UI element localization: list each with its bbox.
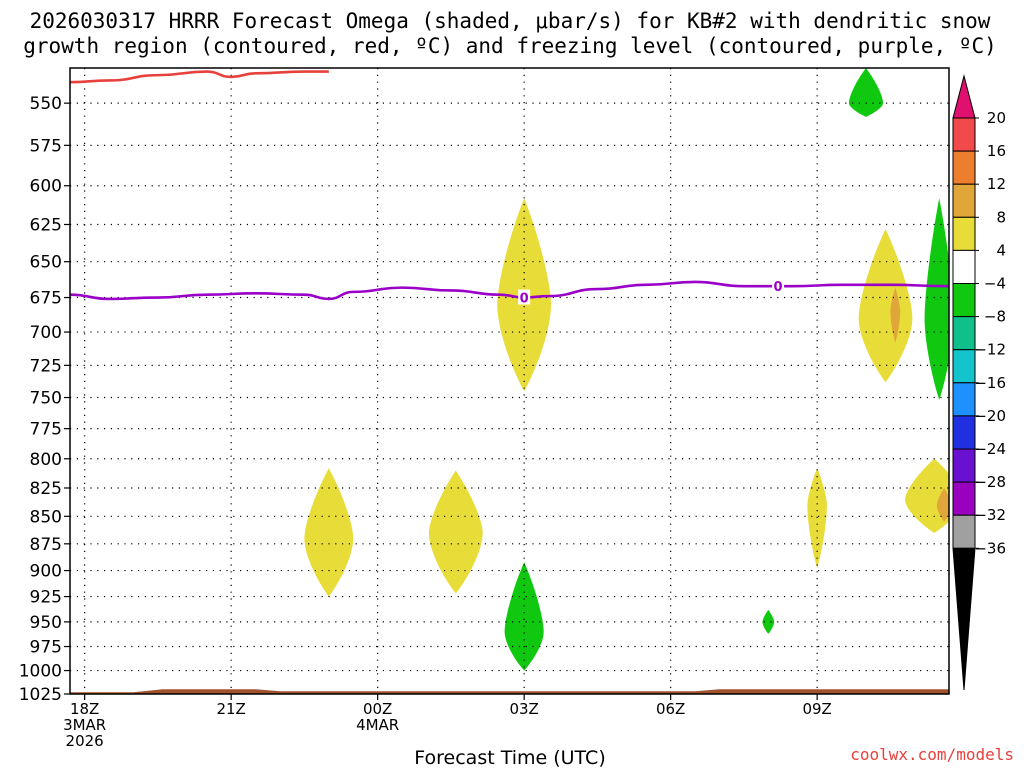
ytick-label-625: 625 bbox=[30, 215, 62, 235]
xtick-label-00Z-0: 00Z bbox=[363, 700, 392, 718]
plot-frame bbox=[69, 67, 950, 695]
xtick-label-09Z-0: 09Z bbox=[802, 700, 831, 718]
freezing-level-label-0: 0 bbox=[520, 292, 529, 307]
colorbar-label-8: −16 bbox=[974, 374, 1006, 392]
colorbar-bin-5 bbox=[952, 249, 976, 284]
freezing-label-bg-1 bbox=[772, 278, 785, 294]
ytick-label-850: 850 bbox=[30, 507, 62, 527]
colorbar-bin-10 bbox=[952, 415, 976, 450]
colorbar-bottom-triangle bbox=[952, 547, 976, 691]
ytick-label-575: 575 bbox=[30, 136, 62, 156]
freezing-level-label-1: 0 bbox=[774, 280, 783, 295]
xtick-label-06Z-0: 06Z bbox=[656, 700, 685, 718]
colorbar-label-3: 8 bbox=[996, 208, 1006, 226]
xtick-label-18Z-0: 18Z bbox=[70, 700, 99, 718]
colorbar-label-12: −32 bbox=[974, 506, 1006, 524]
colorbar-label-0: 20 bbox=[987, 109, 1006, 127]
omega-region-1 bbox=[304, 468, 354, 597]
ytick-label-725: 725 bbox=[30, 356, 62, 376]
colorbar-bin-1 bbox=[952, 117, 976, 152]
ytick-label-650: 650 bbox=[30, 253, 62, 273]
ytick-label-900: 900 bbox=[30, 562, 62, 582]
ytick-label-675: 675 bbox=[30, 289, 62, 309]
colorbar-bin-7 bbox=[952, 316, 976, 351]
xtick-label-21Z-0: 21Z bbox=[216, 700, 245, 718]
colorbar-bin-13 bbox=[952, 514, 976, 549]
ytick-label-775: 775 bbox=[30, 420, 62, 440]
ytick-label-600: 600 bbox=[30, 177, 62, 197]
colorbar-label-11: −28 bbox=[974, 473, 1006, 491]
xtick-label-18Z-1: 3MAR bbox=[63, 716, 106, 734]
colorbar-label-2: 12 bbox=[987, 175, 1006, 193]
ytick-label-825: 825 bbox=[30, 479, 62, 499]
omega-region-7 bbox=[936, 487, 949, 522]
freezing-label-bg-0 bbox=[518, 289, 531, 305]
ytick-label-800: 800 bbox=[30, 450, 62, 470]
ytick-label-550: 550 bbox=[30, 94, 62, 114]
colorbar-bin-9 bbox=[952, 382, 976, 417]
ytick-label-975: 975 bbox=[30, 638, 62, 658]
omega-region-2 bbox=[428, 470, 483, 594]
ytick-label-1025: 1025 bbox=[19, 685, 62, 705]
colorbar-label-1: 16 bbox=[987, 142, 1006, 160]
colorbar-label-13: −36 bbox=[974, 539, 1006, 557]
ytick-label-750: 750 bbox=[30, 389, 62, 409]
colorbar-bin-6 bbox=[952, 283, 976, 318]
colorbar-bin-12 bbox=[952, 481, 976, 516]
omega-region-10 bbox=[848, 68, 884, 117]
ytick-label-1000: 1000 bbox=[19, 662, 62, 682]
ytick-label-950: 950 bbox=[30, 613, 62, 633]
colorbar-bin-4 bbox=[952, 216, 976, 251]
colorbar-bin-11 bbox=[952, 448, 976, 483]
colorbar-label-4: 4 bbox=[996, 241, 1006, 259]
xtick-label-18Z-2: 2026 bbox=[66, 732, 104, 750]
colorbar-bin-3 bbox=[952, 183, 976, 218]
omega-region-8 bbox=[504, 562, 544, 671]
terrain-fill bbox=[70, 689, 949, 694]
chart-title-line-2: growth region (contoured, red, ºC) and f… bbox=[23, 34, 997, 58]
colorbar-label-7: −12 bbox=[974, 341, 1006, 359]
x-axis-label: Forecast Time (UTC) bbox=[414, 747, 605, 768]
colorbar-label-5: −4 bbox=[984, 275, 1006, 293]
colorbar-label-9: −20 bbox=[974, 407, 1006, 425]
xtick-label-03Z-0: 03Z bbox=[509, 700, 538, 718]
omega-region-5 bbox=[890, 287, 901, 343]
ytick-label-875: 875 bbox=[30, 535, 62, 555]
ytick-label-925: 925 bbox=[30, 588, 62, 608]
omega-region-4 bbox=[858, 229, 913, 383]
omega-region-11 bbox=[924, 198, 949, 401]
colorbar-bin-8 bbox=[952, 349, 976, 384]
credit-text: coolwx.com/models bbox=[850, 745, 1014, 764]
omega-region-6 bbox=[905, 458, 949, 533]
ytick-label-700: 700 bbox=[30, 323, 62, 343]
colorbar-bin-2 bbox=[952, 150, 976, 185]
colorbar-label-6: −8 bbox=[984, 308, 1006, 326]
xtick-label-00Z-1: 4MAR bbox=[356, 716, 399, 734]
dgz-contour bbox=[70, 70, 329, 84]
omega-region-9 bbox=[762, 609, 775, 634]
colorbar-label-10: −24 bbox=[974, 440, 1006, 458]
chart-title-line-1: 2026030317 HRRR Forecast Omega (shaded, … bbox=[30, 9, 991, 33]
